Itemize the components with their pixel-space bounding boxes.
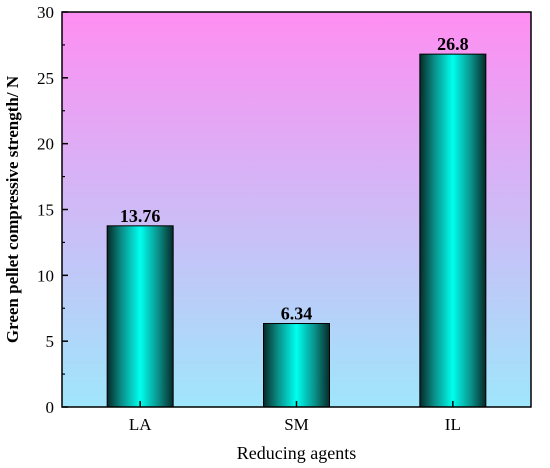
data-label-il: 26.8 (437, 34, 469, 54)
x-axis-title: Reducing agents (237, 443, 356, 463)
y-tick-label: 15 (37, 201, 54, 220)
data-label-la: 13.76 (120, 206, 161, 226)
x-tick-label: IL (445, 415, 461, 434)
y-tick-label: 0 (46, 398, 55, 417)
y-tick-label: 25 (37, 69, 54, 88)
y-tick-label: 20 (37, 135, 54, 154)
y-tick-label: 30 (37, 3, 54, 22)
y-tick-label: 10 (37, 266, 54, 285)
bar-il (419, 53, 487, 408)
bar-sm (263, 323, 330, 408)
y-axis-title: Green pellet compressive strength/ N (3, 75, 22, 343)
bar-la (106, 225, 174, 408)
x-tick-label: LA (129, 415, 152, 434)
data-label-sm: 6.34 (281, 304, 313, 324)
x-tick-label: SM (284, 415, 309, 434)
y-tick-label: 5 (46, 332, 55, 351)
